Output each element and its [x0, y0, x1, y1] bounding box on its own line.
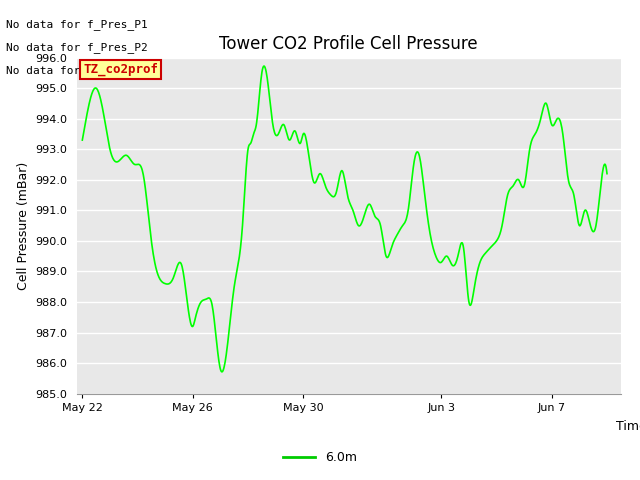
- Text: No data for f_Pres_P2: No data for f_Pres_P2: [6, 42, 148, 53]
- X-axis label: Time: Time: [616, 420, 640, 433]
- Text: No data for f_Pres_P4: No data for f_Pres_P4: [6, 65, 148, 76]
- Text: No data for f_Pres_P1: No data for f_Pres_P1: [6, 19, 148, 30]
- Legend: 6.0m: 6.0m: [278, 446, 362, 469]
- Y-axis label: Cell Pressure (mBar): Cell Pressure (mBar): [17, 161, 29, 290]
- Title: Tower CO2 Profile Cell Pressure: Tower CO2 Profile Cell Pressure: [220, 35, 478, 53]
- Text: TZ_co2prof: TZ_co2prof: [83, 63, 158, 76]
